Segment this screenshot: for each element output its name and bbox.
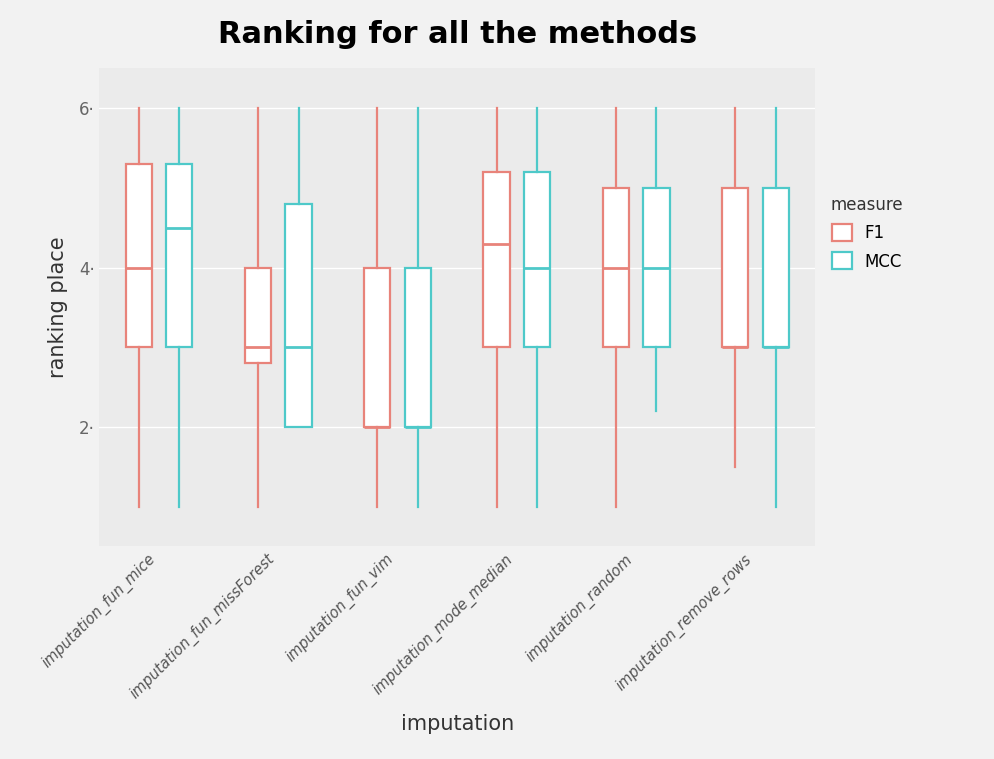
Y-axis label: ranking place: ranking place [48, 237, 68, 378]
Bar [285, 204, 312, 427]
Bar [166, 164, 193, 347]
Bar [722, 187, 748, 347]
Bar [245, 267, 271, 363]
Title: Ranking for all the methods: Ranking for all the methods [218, 20, 697, 49]
X-axis label: imputation: imputation [401, 713, 514, 733]
Bar [762, 187, 789, 347]
Bar [125, 164, 152, 347]
Bar [643, 187, 670, 347]
Bar [602, 187, 629, 347]
Bar [524, 172, 551, 347]
Legend: F1, MCC: F1, MCC [831, 196, 904, 270]
Bar [405, 268, 431, 427]
Bar [483, 172, 510, 347]
Bar [364, 268, 391, 427]
